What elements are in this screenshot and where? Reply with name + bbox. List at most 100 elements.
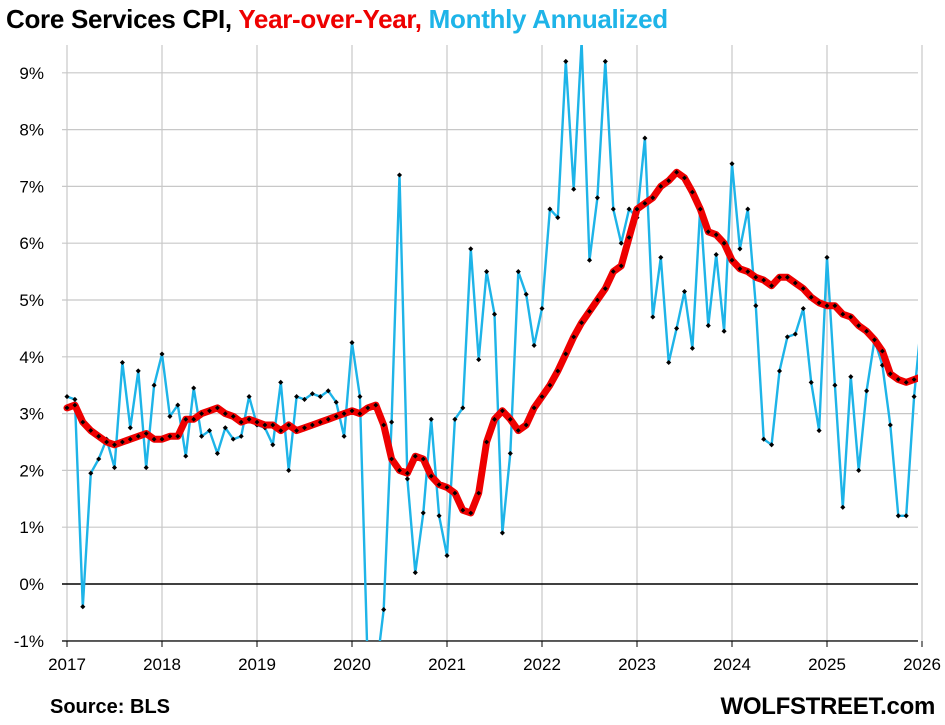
monthly-annualized-point [278,379,284,385]
monthly-annualized-point [135,368,141,374]
monthly-annualized-point [674,325,680,331]
monthly-annualized-point [127,425,133,431]
monthly-annualized-point [753,303,759,309]
monthly-annualized-point [729,161,735,167]
year-over-year-point [927,374,932,379]
x-tick-label: 2026 [903,655,941,674]
year-over-year-point [119,439,125,445]
tick-labels: -1% 0% 1% 2% 3% 4% 5% 6% 7% 8% 9% 2017 2018 2019 2020 2… [14,64,941,674]
y-tick-label: 7% [19,177,44,196]
year-over-year-point [167,433,173,439]
title-part-monthly: Monthly Annualized [428,4,668,34]
year-over-year-point [658,183,664,189]
monthly-annualized-point [396,172,403,178]
year-over-year-point [697,206,703,212]
monthly-annualized-point [666,359,672,366]
monthly-annualized-point [579,39,584,44]
year-over-year-point [879,348,885,354]
year-over-year-point [626,235,632,240]
year-over-year-point [183,416,189,422]
x-tick-label: 2024 [713,655,751,674]
y-tick-label: 3% [19,405,44,424]
monthly-annualized-point [167,413,173,419]
monthly-annualized-point [452,416,458,422]
year-over-year-line [63,168,918,517]
x-tick-label: 2017 [48,655,86,674]
monthly-annualized-point [887,422,893,428]
year-over-year-point [689,189,695,195]
monthly-annualized-point [864,388,870,394]
monthly-annualized-point [412,570,418,576]
monthly-annualized-point [175,402,181,408]
year-over-year-point [175,433,181,439]
monthly-annualized-point [404,476,410,482]
monthly-annualized-point [436,513,442,519]
monthly-annualized-point [246,394,252,400]
monthly-annualized-point [373,672,378,677]
y-tick-label: -1% [14,632,44,651]
monthly-annualized-point [309,391,315,397]
year-over-year-point [64,405,70,411]
monthly-annualized-point [389,419,395,425]
monthly-annualized-point [191,385,197,391]
monthly-annualized-point [381,607,387,613]
year-over-year-point [729,257,735,263]
year-over-year-point [80,419,86,425]
monthly-annualized-point [270,442,276,448]
monthly-annualized-point [222,425,228,431]
x-tick-label: 2025 [808,655,846,674]
year-over-year-point [808,294,814,300]
year-over-year-point [745,269,751,275]
monthly-annualized-point [468,246,474,252]
year-over-year-point [199,411,205,417]
year-over-year-point [112,442,117,448]
year-over-year-point [151,436,157,442]
monthly-annualized-point [183,453,189,459]
brand-watermark: WOLFSTREET.com [720,693,936,720]
year-over-year-point [547,382,553,388]
year-over-year-point [824,303,830,309]
monthly-annualized-point [539,305,545,312]
monthly-annualized-point [824,254,830,260]
monthly-annualized-point [294,394,300,400]
x-tick-label: 2018 [143,655,181,674]
monthly-annualized-point [618,240,624,246]
year-over-year-point [602,286,608,292]
year-over-year-point [294,428,300,434]
year-over-year-point [389,456,395,462]
monthly-annualized-point [151,382,157,388]
monthly-annualized-point [737,246,743,252]
year-over-year-point [96,433,102,439]
monthly-annualized-point [594,195,600,201]
monthly-annualized-point [610,206,616,212]
year-over-year-point [840,311,846,317]
gridlines [62,45,923,642]
y-tick-label: 4% [19,348,44,367]
year-over-year-point [705,229,711,235]
year-over-year-point [832,303,838,309]
monthly-annualized-point [547,206,553,212]
year-over-year-point [476,490,482,496]
axes [62,583,923,647]
monthly-annualized-point [776,368,783,374]
monthly-annualized-point [769,442,775,448]
x-tick-label: 2019 [238,655,276,674]
x-tick-label: 2023 [618,655,656,674]
monthly-annualized-point [745,206,751,212]
monthly-annualized-point [927,397,932,402]
monthly-annualized-point [230,436,236,442]
monthly-annualized-point [507,450,513,456]
year-over-year-point [634,206,640,212]
monthly-annualized-point [476,357,482,363]
year-over-year-point [88,428,94,433]
monthly-annualized-point [832,382,838,388]
monthly-annualized-point [317,394,323,400]
monthly-annualized-point [911,394,917,400]
year-over-year-point [523,422,529,428]
monthly-annualized-point [721,328,727,334]
monthly-annualized-point [111,465,118,471]
monthly-annualized-point [484,269,490,275]
monthly-annualized-point [808,379,814,385]
monthly-annualized-point [602,58,608,64]
year-over-year-point [72,402,78,408]
